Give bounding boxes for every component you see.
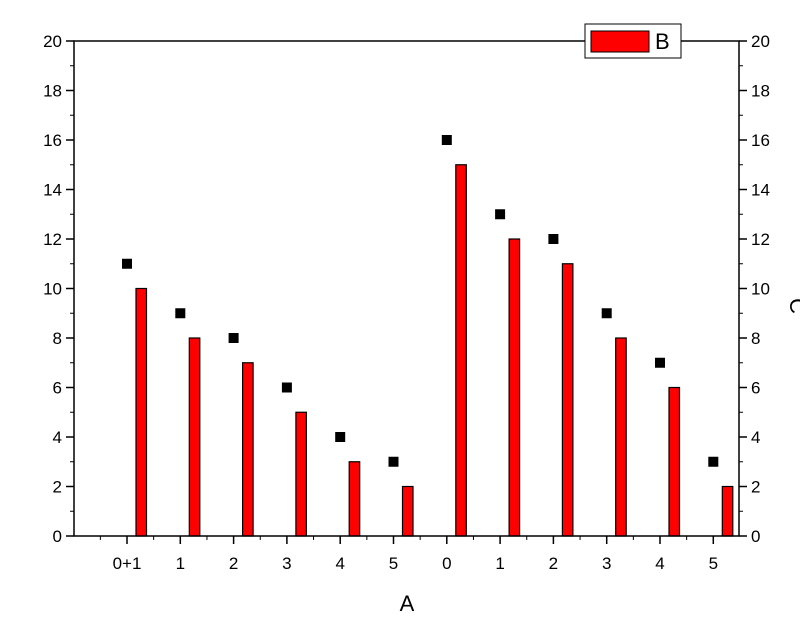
scatter-point [335,432,346,442]
bar [401,485,414,537]
left-y-tick-label: 10 [43,280,62,299]
left-y-tick-label: 16 [43,131,62,150]
right-y-tick-label: 16 [751,131,770,150]
x-tick-label: 3 [602,554,611,573]
scatter-point [601,308,612,319]
right-y-axis-title: C [785,298,800,314]
bar-series [135,164,734,537]
bar [135,287,148,537]
left-y-tick-label: 20 [43,32,62,51]
scatter-point [228,333,239,343]
scatter-point [281,382,292,393]
bar [508,238,521,537]
x-tick-label: 0 [442,554,451,573]
legend-swatch [590,30,650,53]
right-y-tick-label: 6 [751,379,760,398]
x-axis-title: A [400,591,415,616]
bar [721,485,734,537]
right-y-tick-label: 20 [751,32,770,51]
legend-label: B [655,29,670,54]
bar [615,337,627,537]
scatter-point [708,456,719,467]
x-tick-label: 5 [709,554,718,573]
scatter-point [655,357,665,368]
x-tick-label: 0+1 [113,554,142,573]
right-y-tick-label: 8 [751,329,760,348]
left-y-tick-label: 4 [53,428,62,447]
x-axis: 0+1 1 2 3 4 5 0 1 2 3 4 5 [99,536,718,573]
bar [242,362,254,537]
bar [455,164,467,537]
plot-frame [73,40,740,537]
bar [668,386,681,537]
scatter-point [548,234,559,244]
x-tick-label: 4 [335,554,344,573]
x-tick-label: 2 [229,554,238,573]
right-y-axis: 0 2 4 6 8 10 12 14 16 18 20 [739,32,770,546]
left-y-tick-label: 18 [43,82,62,101]
scatter-point [175,308,186,319]
scatter-point [388,456,399,467]
left-y-axis: 0 2 4 6 8 10 12 14 16 18 20 [43,32,74,546]
left-y-tick-label: 12 [43,230,62,249]
left-y-tick-label: 14 [43,181,62,200]
left-y-tick-label: 2 [53,478,62,497]
x-tick-label: 1 [176,554,185,573]
left-y-tick-label: 6 [53,379,62,398]
bar [348,461,361,537]
right-y-tick-label: 0 [751,527,760,546]
x-tick-label: 1 [495,554,504,573]
bar [295,411,307,537]
right-y-tick-label: 14 [751,181,770,200]
scatter-point [441,135,452,145]
right-y-tick-label: 18 [751,82,770,101]
x-tick-label: 5 [389,554,398,573]
bar [561,263,574,537]
bar [188,337,201,537]
right-y-tick-label: 12 [751,230,770,249]
scatter-point [495,209,506,220]
left-y-tick-label: 8 [53,329,62,348]
x-tick-label: 4 [655,554,664,573]
x-tick-label: 2 [549,554,558,573]
right-y-tick-label: 4 [751,428,760,447]
right-y-tick-label: 2 [751,478,760,497]
scatter-point [122,258,132,269]
legend: B [584,23,682,59]
scatter-series [122,135,719,467]
left-y-tick-label: 0 [53,527,62,546]
x-tick-label: 3 [282,554,291,573]
right-y-tick-label: 10 [751,280,770,299]
